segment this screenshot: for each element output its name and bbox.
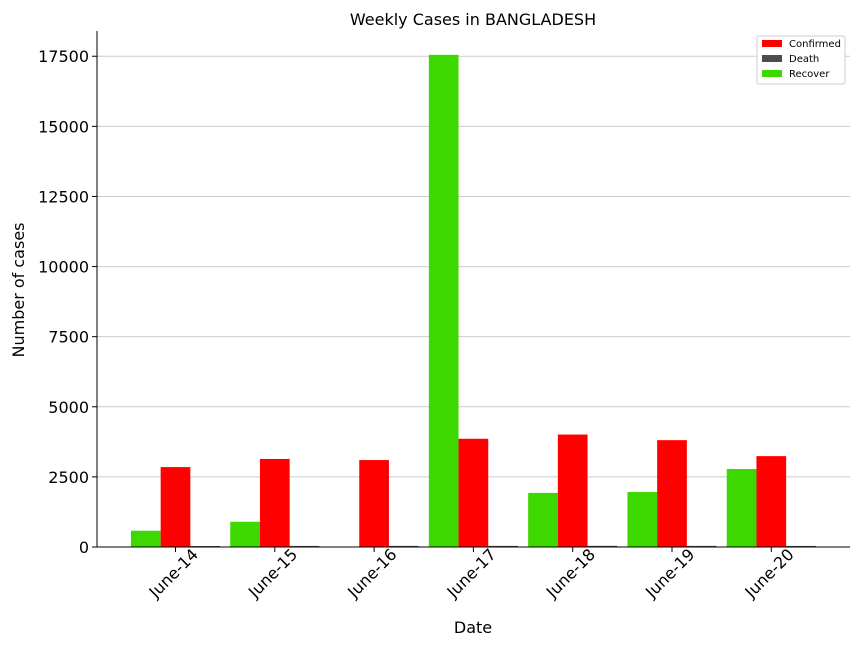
y-tick-label: 2500 xyxy=(48,468,89,487)
bar-recover-june-17 xyxy=(428,54,459,548)
bar-confirmed-june-14 xyxy=(160,467,191,547)
bar-recover-june-15 xyxy=(230,521,260,547)
bars xyxy=(130,54,816,548)
bar-confirmed-june-15 xyxy=(259,458,290,547)
legend-swatch-recover xyxy=(762,70,782,77)
bar-death-june-16 xyxy=(388,545,419,547)
x-axis-label: Date xyxy=(454,618,492,637)
grid-lines xyxy=(97,55,850,478)
x-tick-label: June-18 xyxy=(542,545,599,602)
bar-recover-june-20 xyxy=(726,469,757,547)
bar-death-june-15 xyxy=(289,545,320,547)
x-tick-label: June-14 xyxy=(145,545,202,602)
y-tick-label: 10000 xyxy=(38,258,89,277)
bar-confirmed-june-18 xyxy=(557,434,588,547)
bar-confirmed-june-17 xyxy=(458,438,489,547)
y-tick-label: 17500 xyxy=(38,47,89,66)
legend-swatch-confirmed xyxy=(762,40,782,47)
bar-recover-june-19 xyxy=(627,492,658,547)
bar-confirmed-june-19 xyxy=(657,440,687,547)
bar-death-june-17 xyxy=(488,545,518,547)
bar-recover-june-14 xyxy=(130,530,161,547)
y-axis-label: Number of cases xyxy=(9,223,28,358)
legend-swatch-death xyxy=(762,55,782,62)
y-tick-label: 0 xyxy=(79,538,89,557)
x-tick-label: June-19 xyxy=(641,545,698,602)
bar-recover-june-18 xyxy=(528,492,558,547)
bar-death-june-19 xyxy=(686,545,717,547)
y-tick-label: 15000 xyxy=(38,117,89,136)
x-ticks: June-14 June-15 June-16 June-17 June-18 June-… xyxy=(145,545,798,602)
bar-death-june-20 xyxy=(786,545,816,547)
legend-label-recover: Recover xyxy=(789,69,830,80)
x-tick-label: June-20 xyxy=(740,545,797,602)
bar-confirmed-june-16 xyxy=(359,460,389,547)
y-tick-label: 12500 xyxy=(38,187,89,206)
legend-label-confirmed: Confirmed xyxy=(789,39,841,50)
y-tick-label: 5000 xyxy=(48,398,89,417)
x-tick-label: June-16 xyxy=(343,545,400,602)
legend: Confirmed Death Recover xyxy=(756,35,846,85)
legend-label-death: Death xyxy=(789,54,819,65)
bar-confirmed-june-20 xyxy=(756,456,787,547)
chart-title: Weekly Cases in BANGLADESH xyxy=(350,10,596,29)
x-tick-label: June-17 xyxy=(443,545,500,602)
bar-death-june-18 xyxy=(587,545,618,547)
x-tick-label: June-15 xyxy=(244,545,301,602)
y-ticks: 0 2500 5000 7500 10000 12500 15000 17500 xyxy=(38,47,97,557)
y-tick-label: 7500 xyxy=(48,328,89,347)
